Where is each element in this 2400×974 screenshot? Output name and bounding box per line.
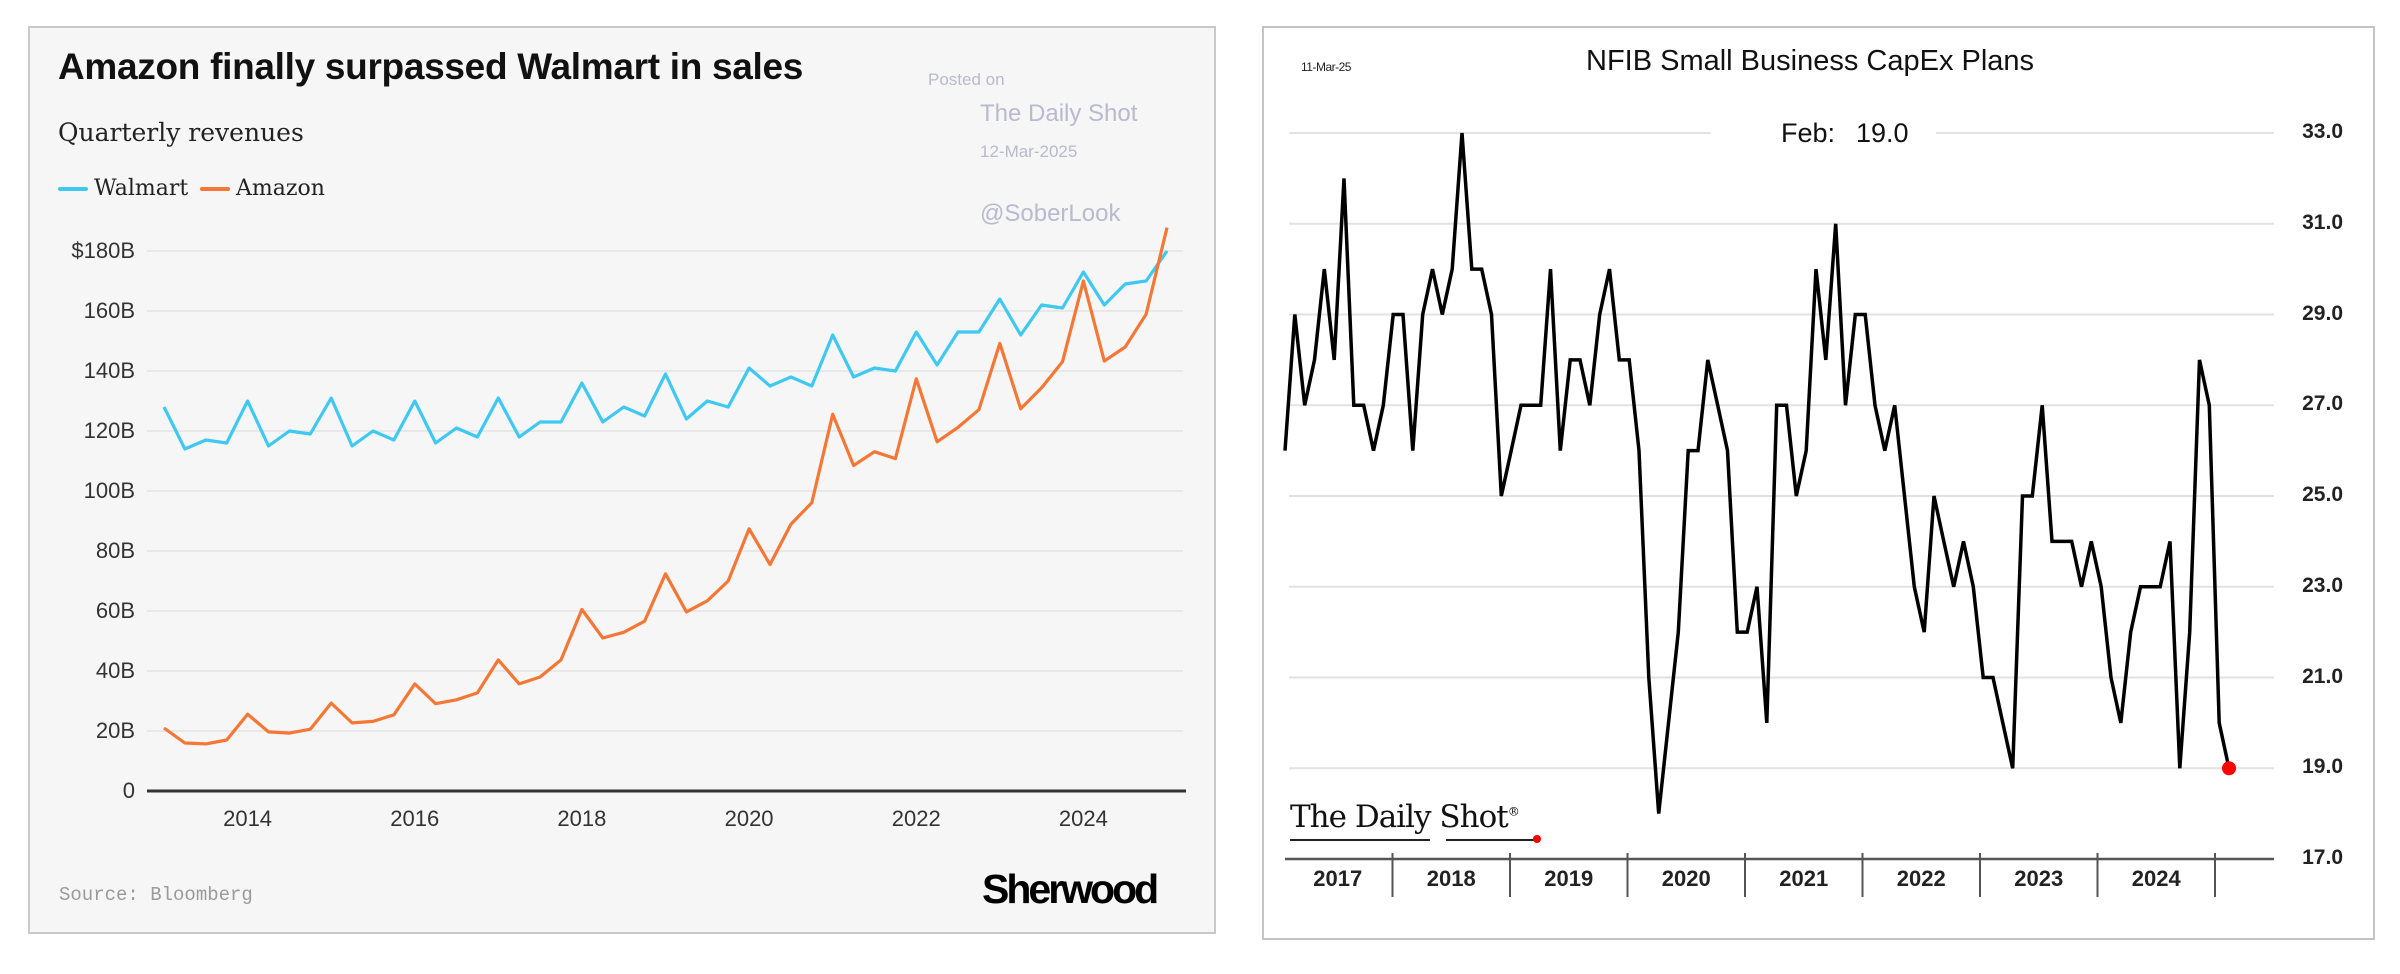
right-chart-date: 11-Mar-25 [1301,60,1351,74]
series-line-amazon [163,227,1169,746]
left-chart-subtitle: Quarterly revenues [58,118,304,147]
watermark-handle: @SoberLook [980,200,1121,227]
y-tick-label: 100B [83,478,135,503]
x-tick-label: 2014 [223,806,273,831]
y-tick-label: 19.0 [2302,755,2343,779]
watermark-site: The Daily Shot [980,100,1138,127]
x-tick-label: 2022 [891,806,941,831]
y-tick-label: 140B [83,358,135,383]
latest-point-marker [2222,761,2236,776]
legend-label-walmart: Walmart [94,176,189,201]
watermark-date: 12-Mar-2025 [980,142,1078,161]
legend-label-amazon: Amazon [236,176,325,201]
y-tick-label: 27.0 [2302,392,2343,416]
x-tick-label: 2018 [1426,866,1476,891]
x-tick-label: 2020 [724,806,774,831]
y-tick-label: 17.0 [2302,846,2343,869]
y-tick-label: 0 [122,778,135,803]
x-tick-label: 2024 [2131,866,2181,891]
walmart-amazon-chart-panel [28,26,1216,934]
y-tick-label: $180B [71,238,135,263]
y-tick-label: 120B [83,418,135,443]
walmart-swatch [58,186,88,191]
annotation-label: Feb: [1781,118,1836,148]
x-tick-label: 2023 [2014,866,2064,891]
y-tick-label: 31.0 [2302,210,2343,234]
y-tick-label: 60B [95,598,135,623]
series-line-capex [1283,132,2231,814]
x-tick-label: 2021 [1779,866,1829,891]
y-tick-label: 160B [83,298,135,323]
daily-shot-logo: The Daily Shot® [1290,799,1520,835]
x-tick-label: 2016 [390,806,440,831]
legend-item-walmart: Walmart [58,176,188,201]
y-tick-label: 33.0 [2302,120,2343,143]
amazon-swatch [200,186,230,191]
sherwood-logo: Sherwood [982,866,1159,912]
y-tick-label: 29.0 [2302,301,2343,325]
x-tick-label: 2022 [1896,866,1946,891]
x-tick-label: 2020 [1661,866,1711,891]
y-tick-label: 25.0 [2302,483,2343,506]
series-line-walmart [162,250,1169,451]
legend-item-amazon: Amazon [200,176,325,201]
x-tick-label: 2024 [1058,806,1108,831]
logo-text: The Daily Shot [1290,799,1509,835]
logo-red-dot [1533,835,1541,843]
y-tick-label: 21.0 [2302,664,2343,688]
left-chart-title: Amazon finally surpassed Walmart in sale… [58,46,804,87]
source-note: Source: Bloomberg [59,884,253,906]
y-tick-label: 23.0 [2302,573,2343,597]
watermark-posted-on: Posted on [928,70,1005,89]
x-tick-label: 2019 [1544,866,1594,891]
nfib-capex-chart-panel [1262,26,2375,940]
annotation-value: 19.0 [1856,118,1909,148]
y-tick-label: 80B [95,538,135,563]
x-tick-label: 2018 [557,806,607,831]
right-chart-title: NFIB Small Business CapEx Plans [1586,45,2035,77]
y-tick-label: 40B [95,658,135,683]
y-tick-label: 20B [95,718,135,743]
registered-mark: ® [1507,804,1520,819]
x-tick-label: 2017 [1313,866,1363,891]
